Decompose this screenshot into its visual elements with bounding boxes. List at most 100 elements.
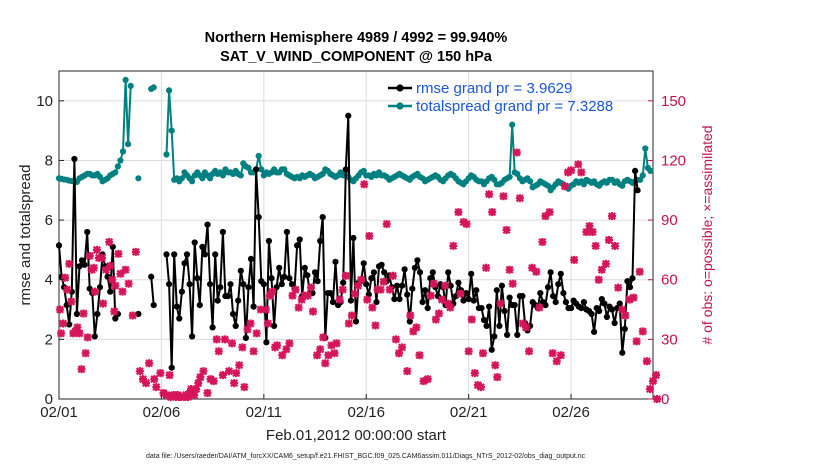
obs-plus-144 <box>454 208 463 217</box>
rmse-point-55 <box>196 302 203 309</box>
obs-marker-127 <box>398 343 407 352</box>
obs-marker-142 <box>446 303 455 312</box>
x-tick-label-2: 02/11 <box>246 404 282 421</box>
obs-marker-28 <box>111 281 120 290</box>
rmse-point-168 <box>486 303 493 310</box>
obs-plus-79 <box>252 329 261 338</box>
obs-marker-69 <box>225 367 234 376</box>
obs-marker-189 <box>597 265 606 274</box>
rmse-point-122 <box>368 275 375 282</box>
obs-marker-196 <box>621 311 630 320</box>
obs-marker-148 <box>464 347 473 356</box>
rmse-point-80 <box>260 281 267 288</box>
obs-marker-175 <box>548 349 557 358</box>
rmse-point-175 <box>504 331 511 338</box>
obs-plus-152 <box>476 383 485 392</box>
obs-plus-99 <box>316 345 325 354</box>
rmse-point-83 <box>268 275 275 282</box>
rmse-point-76 <box>250 303 257 310</box>
obs-plus-198 <box>629 293 638 302</box>
obs-plus-34 <box>128 311 137 320</box>
grid-lines <box>58 71 653 400</box>
obs-marker-73 <box>235 361 244 370</box>
obs-plus-145 <box>456 289 465 298</box>
obs-plus-131 <box>412 323 421 332</box>
obs-plus-78 <box>249 347 258 356</box>
right-y-tick-label-1: 30 <box>661 331 678 348</box>
rmse-point-84 <box>271 322 278 329</box>
obs-marker-24 <box>105 237 114 246</box>
obs-plus-122 <box>382 220 391 229</box>
x-tick-label-3: 02/16 <box>347 404 385 421</box>
rmse-point-100 <box>311 269 319 276</box>
obs-marker-61 <box>199 367 208 376</box>
obs-marker-109 <box>344 319 353 328</box>
obs-marker-129 <box>406 311 415 320</box>
obs-marker-21 <box>98 253 107 262</box>
obs-marker-27 <box>110 307 119 316</box>
obs-marker-78 <box>249 347 258 356</box>
obs-plus-84 <box>268 287 277 296</box>
obs-marker-4 <box>63 285 72 294</box>
rmse-point-211 <box>596 307 603 315</box>
obs-plus-167 <box>522 323 531 332</box>
totalspread-point-37 <box>150 84 157 91</box>
obs-marker-101 <box>321 359 330 368</box>
rmse-point-161 <box>468 270 475 277</box>
rmse-point-54 <box>194 275 201 282</box>
obs-plus-96 <box>306 283 315 292</box>
obs-plus-138 <box>434 309 443 318</box>
obs-plus-2 <box>59 319 68 328</box>
obs-plus-135 <box>426 291 435 300</box>
obs-plus-1 <box>57 329 66 338</box>
obs-plus-108 <box>341 271 350 280</box>
obs-marker-162 <box>505 265 514 274</box>
obs-plus-190 <box>601 259 610 268</box>
obs-plus-160 <box>499 192 508 201</box>
totalspread-point-64 <box>219 172 226 179</box>
obs-marker-154 <box>482 263 491 272</box>
obs-plus-203 <box>645 385 654 394</box>
obs-marker-72 <box>232 369 241 378</box>
obs-plus-134 <box>423 375 432 384</box>
rmse-point-4 <box>66 321 73 328</box>
obs-plus-28 <box>111 281 120 290</box>
obs-plus-174 <box>545 208 554 217</box>
rmse-point-120 <box>363 281 370 288</box>
rmse-point-15 <box>94 310 101 318</box>
totalspread-point-22 <box>112 169 119 176</box>
obs-marker-192 <box>608 212 617 221</box>
obs-plus-142 <box>446 303 455 312</box>
obs-marker-157 <box>491 361 500 370</box>
rmse-series <box>55 112 641 371</box>
obs-marker-38 <box>142 379 151 388</box>
obs-plus-23 <box>102 265 111 274</box>
obs-marker-40 <box>150 375 159 384</box>
obs-marker-35 <box>131 247 140 256</box>
right-y-tick-label-5: 150 <box>661 93 686 110</box>
obs-plus-202 <box>642 357 651 366</box>
rmse-point-225 <box>632 167 639 174</box>
rmse-point-73 <box>242 334 249 341</box>
rmse-line-0 <box>58 158 119 338</box>
obs-plus-191 <box>604 235 613 244</box>
rmse-point-50 <box>183 251 191 258</box>
rmse-point-60 <box>209 324 216 331</box>
rmse-point-174 <box>501 307 508 315</box>
obs-plus-19 <box>92 245 101 254</box>
rmse-point-66 <box>224 293 232 300</box>
rmse-point-197 <box>560 290 567 297</box>
rmse-point-103 <box>319 214 326 221</box>
obs-plus-115 <box>363 295 372 304</box>
obs-plus-165 <box>515 194 524 203</box>
obs-marker-140 <box>441 281 450 290</box>
totalspread-point-43 <box>166 87 173 94</box>
rmse-point-221 <box>621 325 628 332</box>
rmse-point-77 <box>253 166 260 173</box>
obs-plus-65 <box>212 335 221 344</box>
obs-marker-159 <box>496 299 505 308</box>
rmse-point-111 <box>340 279 347 286</box>
rmse-point-146 <box>429 269 436 276</box>
rmse-point-205 <box>580 299 588 306</box>
rmse-point-159 <box>463 290 470 297</box>
